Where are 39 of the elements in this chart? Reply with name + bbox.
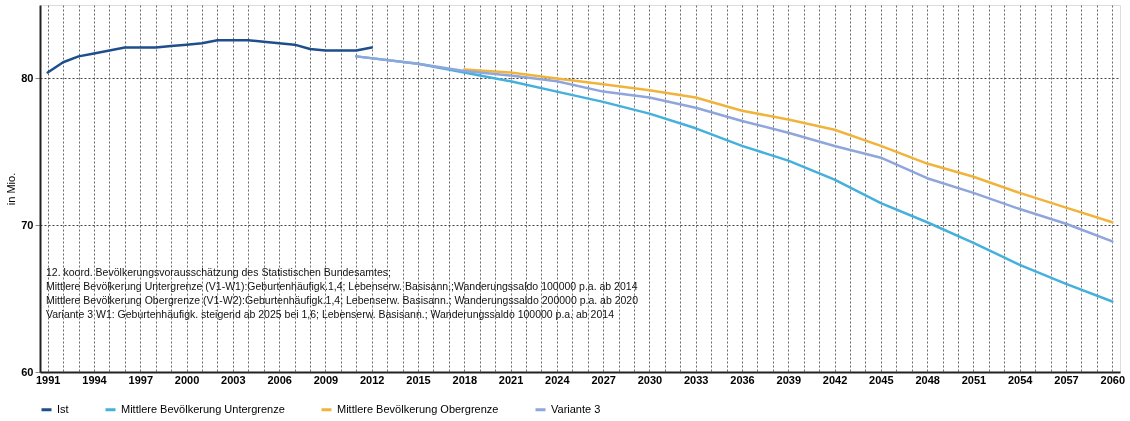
line-series <box>355 55 1114 243</box>
x-tick-label: 2006 <box>267 373 292 386</box>
x-tick-label: 1997 <box>128 373 154 386</box>
line-series <box>463 68 1114 224</box>
x-tick-label: 2057 <box>1054 373 1079 386</box>
x-tick-label: 2000 <box>174 373 200 386</box>
annotation: Variante 3 W1: Geburtenhäufigk. steigend ab 2025 bei 1,6; Lebenserw. Basisann.; Wanderungssaldo 100000 p.a. ab 2014 <box>46 308 615 320</box>
x-tick-label: 2003 <box>221 373 246 386</box>
x-tick-label: 2042 <box>822 373 848 386</box>
annotation: 12. koord. Bevölkerungsvorausschätzung des Statistischen Bundesamtes; <box>46 266 391 278</box>
x-tick-label: 2033 <box>683 373 709 386</box>
x-tick-label: 2054 <box>1007 373 1034 386</box>
x-tick-label: 2051 <box>961 373 987 386</box>
x-tick-label: 2027 <box>591 373 616 386</box>
legend-label: Mittlere Bevölkerung Obergrenze <box>337 402 499 415</box>
y-axis-title: in Mio. <box>5 172 18 206</box>
x-tick-label: 2036 <box>730 373 755 386</box>
x-tick-label: 2030 <box>637 373 663 386</box>
x-tick-label: 1991 <box>35 373 61 386</box>
x-tick-label: 2012 <box>359 373 385 386</box>
x-tick-label: 2045 <box>869 373 894 386</box>
annotation: Mittlere Bevölkerung Obergrenze (V1-W2):Geburtenhäufigk.1,4; Lebenserw. Basisann.; Wanderungssaldo 200000 p.a. ab 2020 <box>46 294 639 306</box>
y-tick-label: 60 <box>21 365 34 378</box>
legend-label: Variante 3 <box>551 402 601 415</box>
line-series <box>46 38 373 74</box>
x-tick-label: 2021 <box>498 373 524 386</box>
legend-label: Mittlere Bevölkerung Untergrenze <box>121 402 285 415</box>
annotation: Mittlere Bevölkerung Untergrenze (V1-W1):Geburtenhäufigk.1,4; Lebenserw. Basisann.;Wanderungssaldo 100000 p.a. ab 2014 <box>46 280 638 292</box>
x-tick-label: 2009 <box>313 373 339 386</box>
y-tick-label: 80 <box>21 71 34 84</box>
x-tick-label: 2018 <box>452 373 478 386</box>
legend-label: Ist <box>57 402 69 415</box>
y-tick-label: 70 <box>21 218 34 231</box>
x-tick-label: 2024 <box>545 373 571 386</box>
x-tick-label: 2048 <box>915 373 940 386</box>
x-tick-label: 2060 <box>1100 373 1126 386</box>
x-tick-label: 2015 <box>406 373 431 386</box>
x-tick-label: 2039 <box>776 373 802 386</box>
x-tick-label: 1994 <box>82 373 108 386</box>
